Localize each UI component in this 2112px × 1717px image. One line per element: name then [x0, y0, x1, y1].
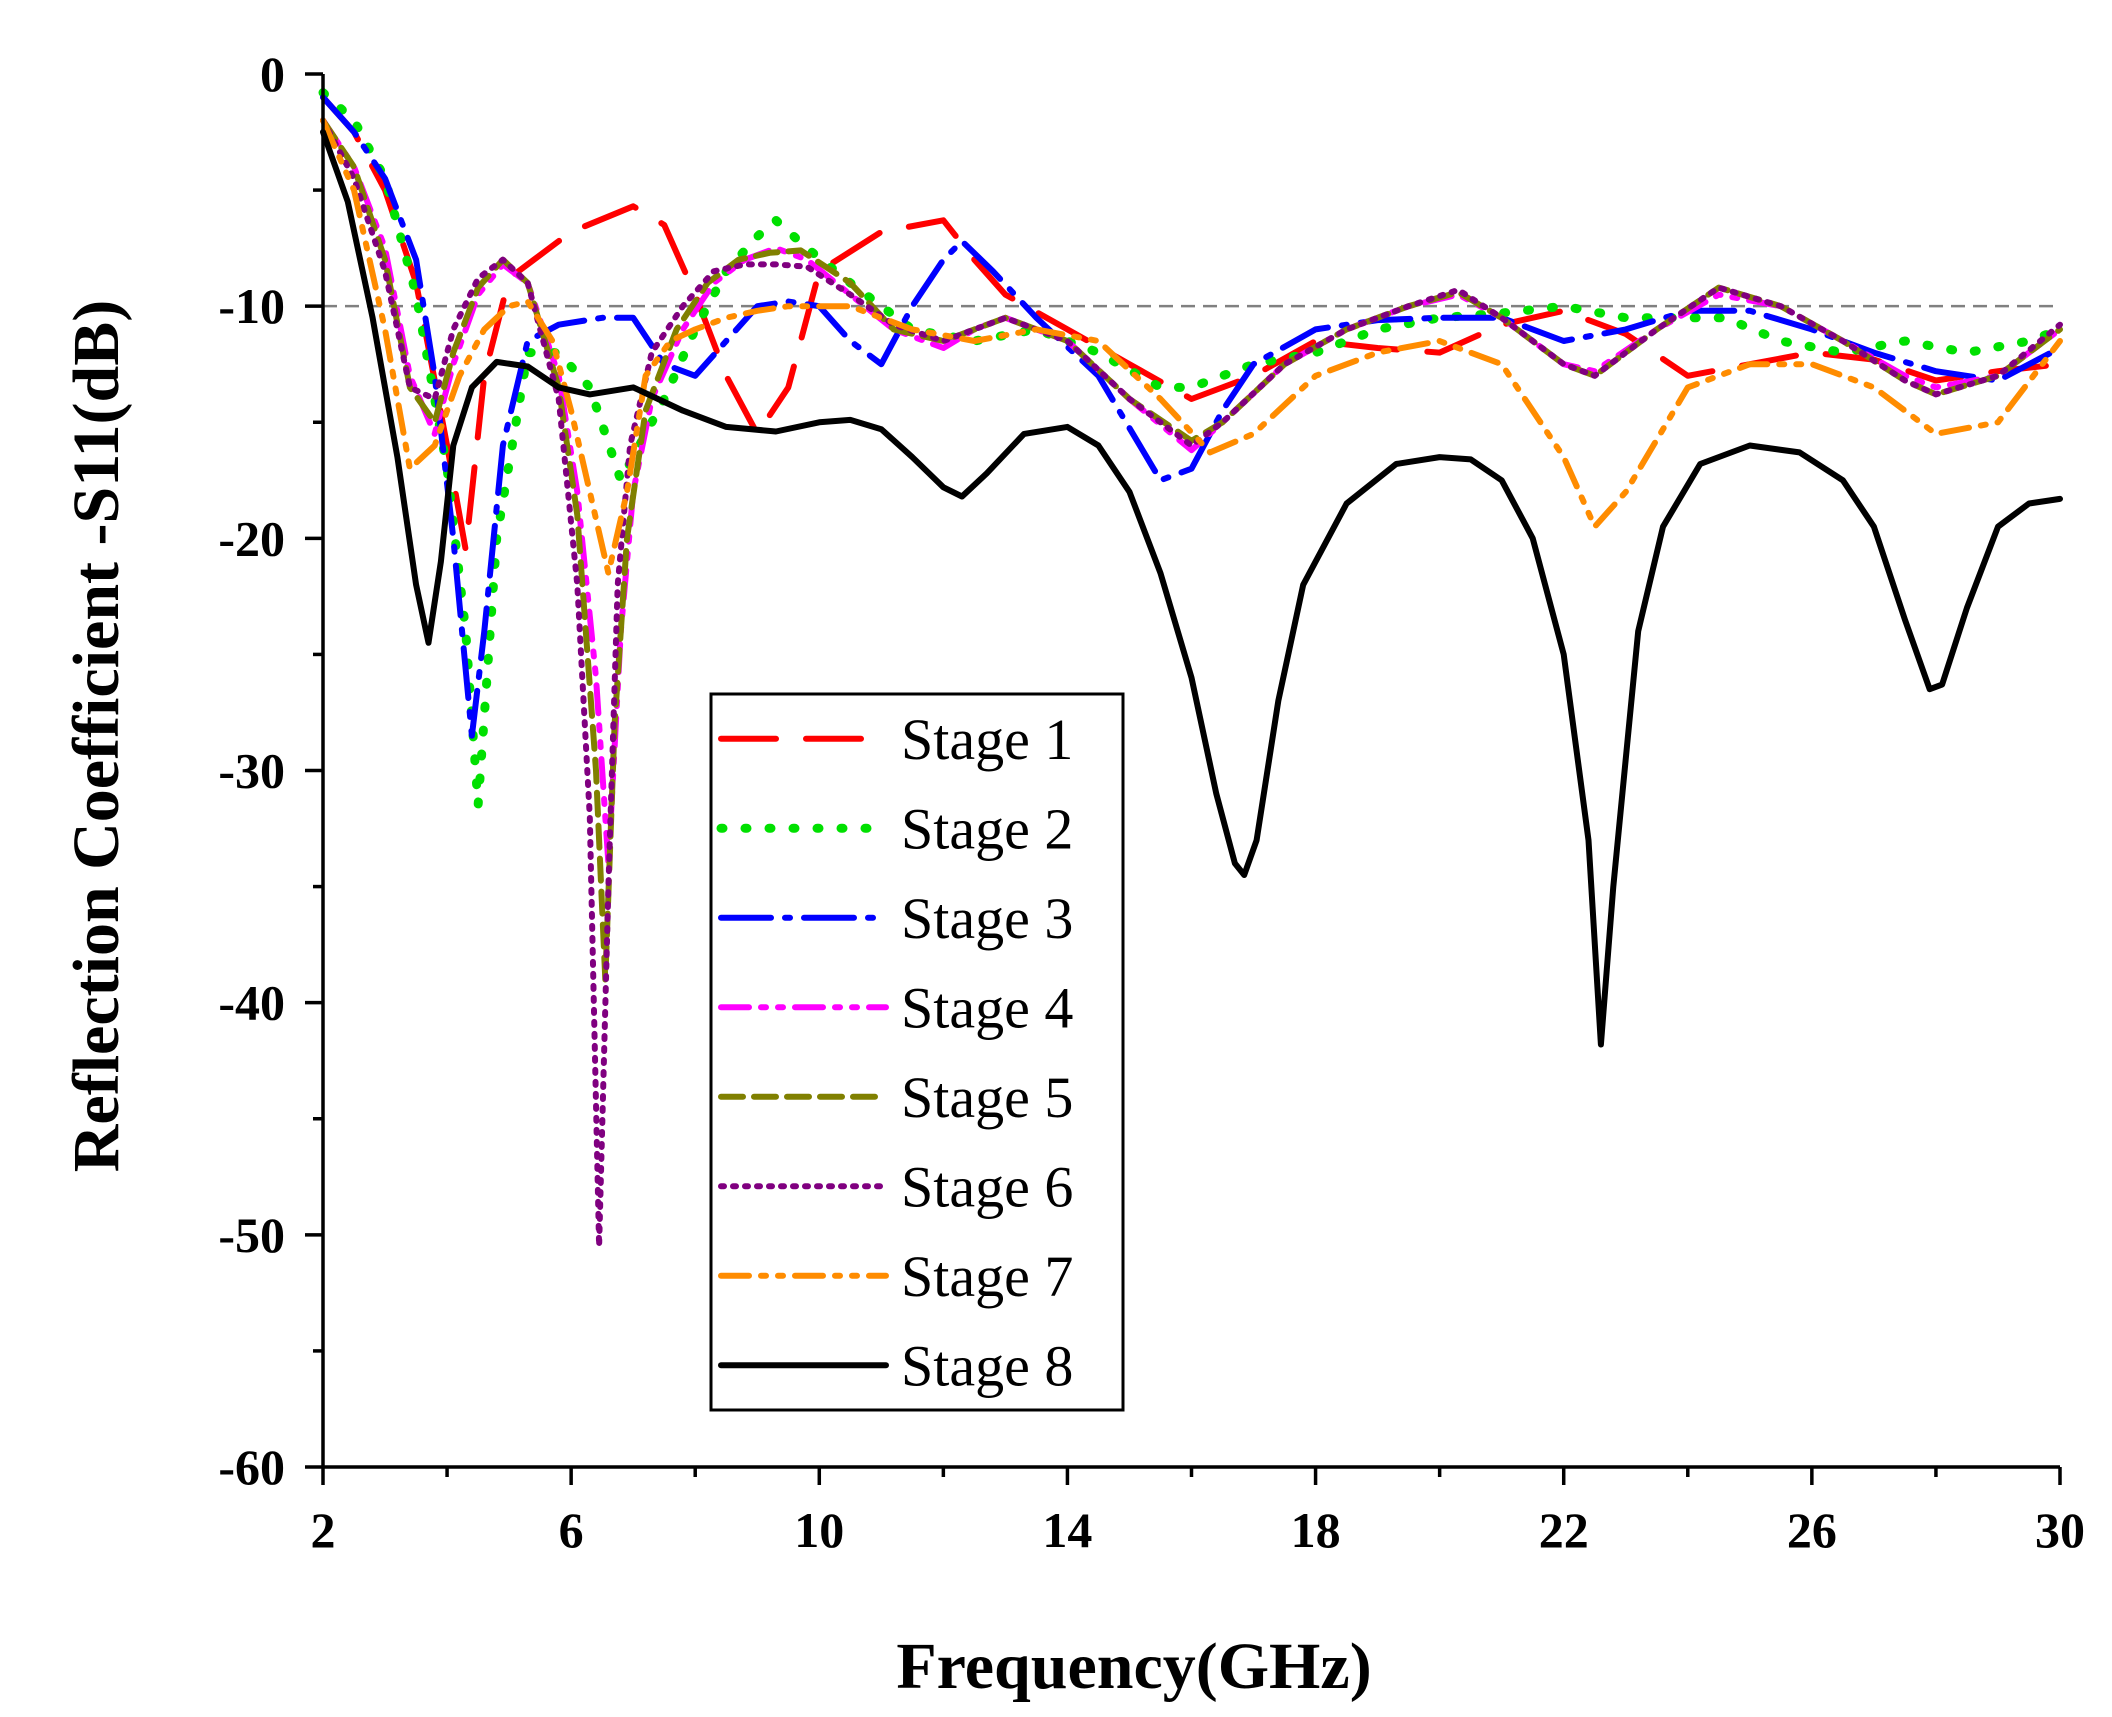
x-axis-title: Frequency(GHz)	[896, 1630, 1371, 1703]
legend: Stage 1 Stage 2 Stage 3 Stage 4 Stage 5 Stage…	[709, 692, 1125, 1412]
y-tick-label: 0	[260, 46, 285, 102]
axes	[305, 72, 2062, 1485]
y-tick-label: -10	[218, 278, 285, 334]
x-tick-label: 22	[1539, 1502, 1589, 1558]
y-tick-label: -50	[218, 1207, 285, 1263]
legend-label-stage-7: Stage 7	[901, 1244, 1073, 1309]
x-tick-label: 14	[1042, 1502, 1092, 1558]
x-tick-label: 30	[2035, 1502, 2085, 1558]
x-tick-label: 2	[311, 1502, 336, 1558]
y-tick-label: -30	[218, 743, 285, 799]
series-line-stage-3	[320, 94, 2063, 739]
legend-label-stage-5: Stage 5	[901, 1065, 1073, 1130]
legend-label-stage-1: Stage 1	[901, 707, 1073, 772]
legend-label-stage-2: Stage 2	[901, 796, 1073, 861]
series-line-stage-7	[320, 117, 2063, 577]
x-tick-label: 18	[1291, 1502, 1341, 1558]
x-tick-label: 6	[559, 1502, 584, 1558]
x-tick-label: 26	[1787, 1502, 1837, 1558]
y-tick-label: -40	[218, 975, 285, 1031]
legend-label-stage-4: Stage 4	[901, 975, 1073, 1040]
legend-box	[709, 692, 1125, 1412]
series-layer	[318, 88, 2065, 1250]
y-tick-label: -60	[218, 1439, 285, 1495]
series-line-stage-6	[320, 117, 2063, 1250]
series-line-stage-1	[320, 94, 2063, 553]
tick-labels: 2 6 10 14 18 22 26 300-10-20-30-40-50-60	[218, 46, 2085, 1558]
series-line-stage-8	[320, 129, 2063, 1048]
y-tick-label: -20	[218, 510, 285, 566]
legend-label-stage-8: Stage 8	[901, 1333, 1073, 1398]
y-axis-title: Reflection Coefficient -S11(dB)	[60, 300, 133, 1172]
legend-label-stage-3: Stage 3	[901, 886, 1073, 951]
legend-label-stage-6: Stage 6	[901, 1154, 1073, 1219]
x-tick-label: 10	[794, 1502, 844, 1558]
